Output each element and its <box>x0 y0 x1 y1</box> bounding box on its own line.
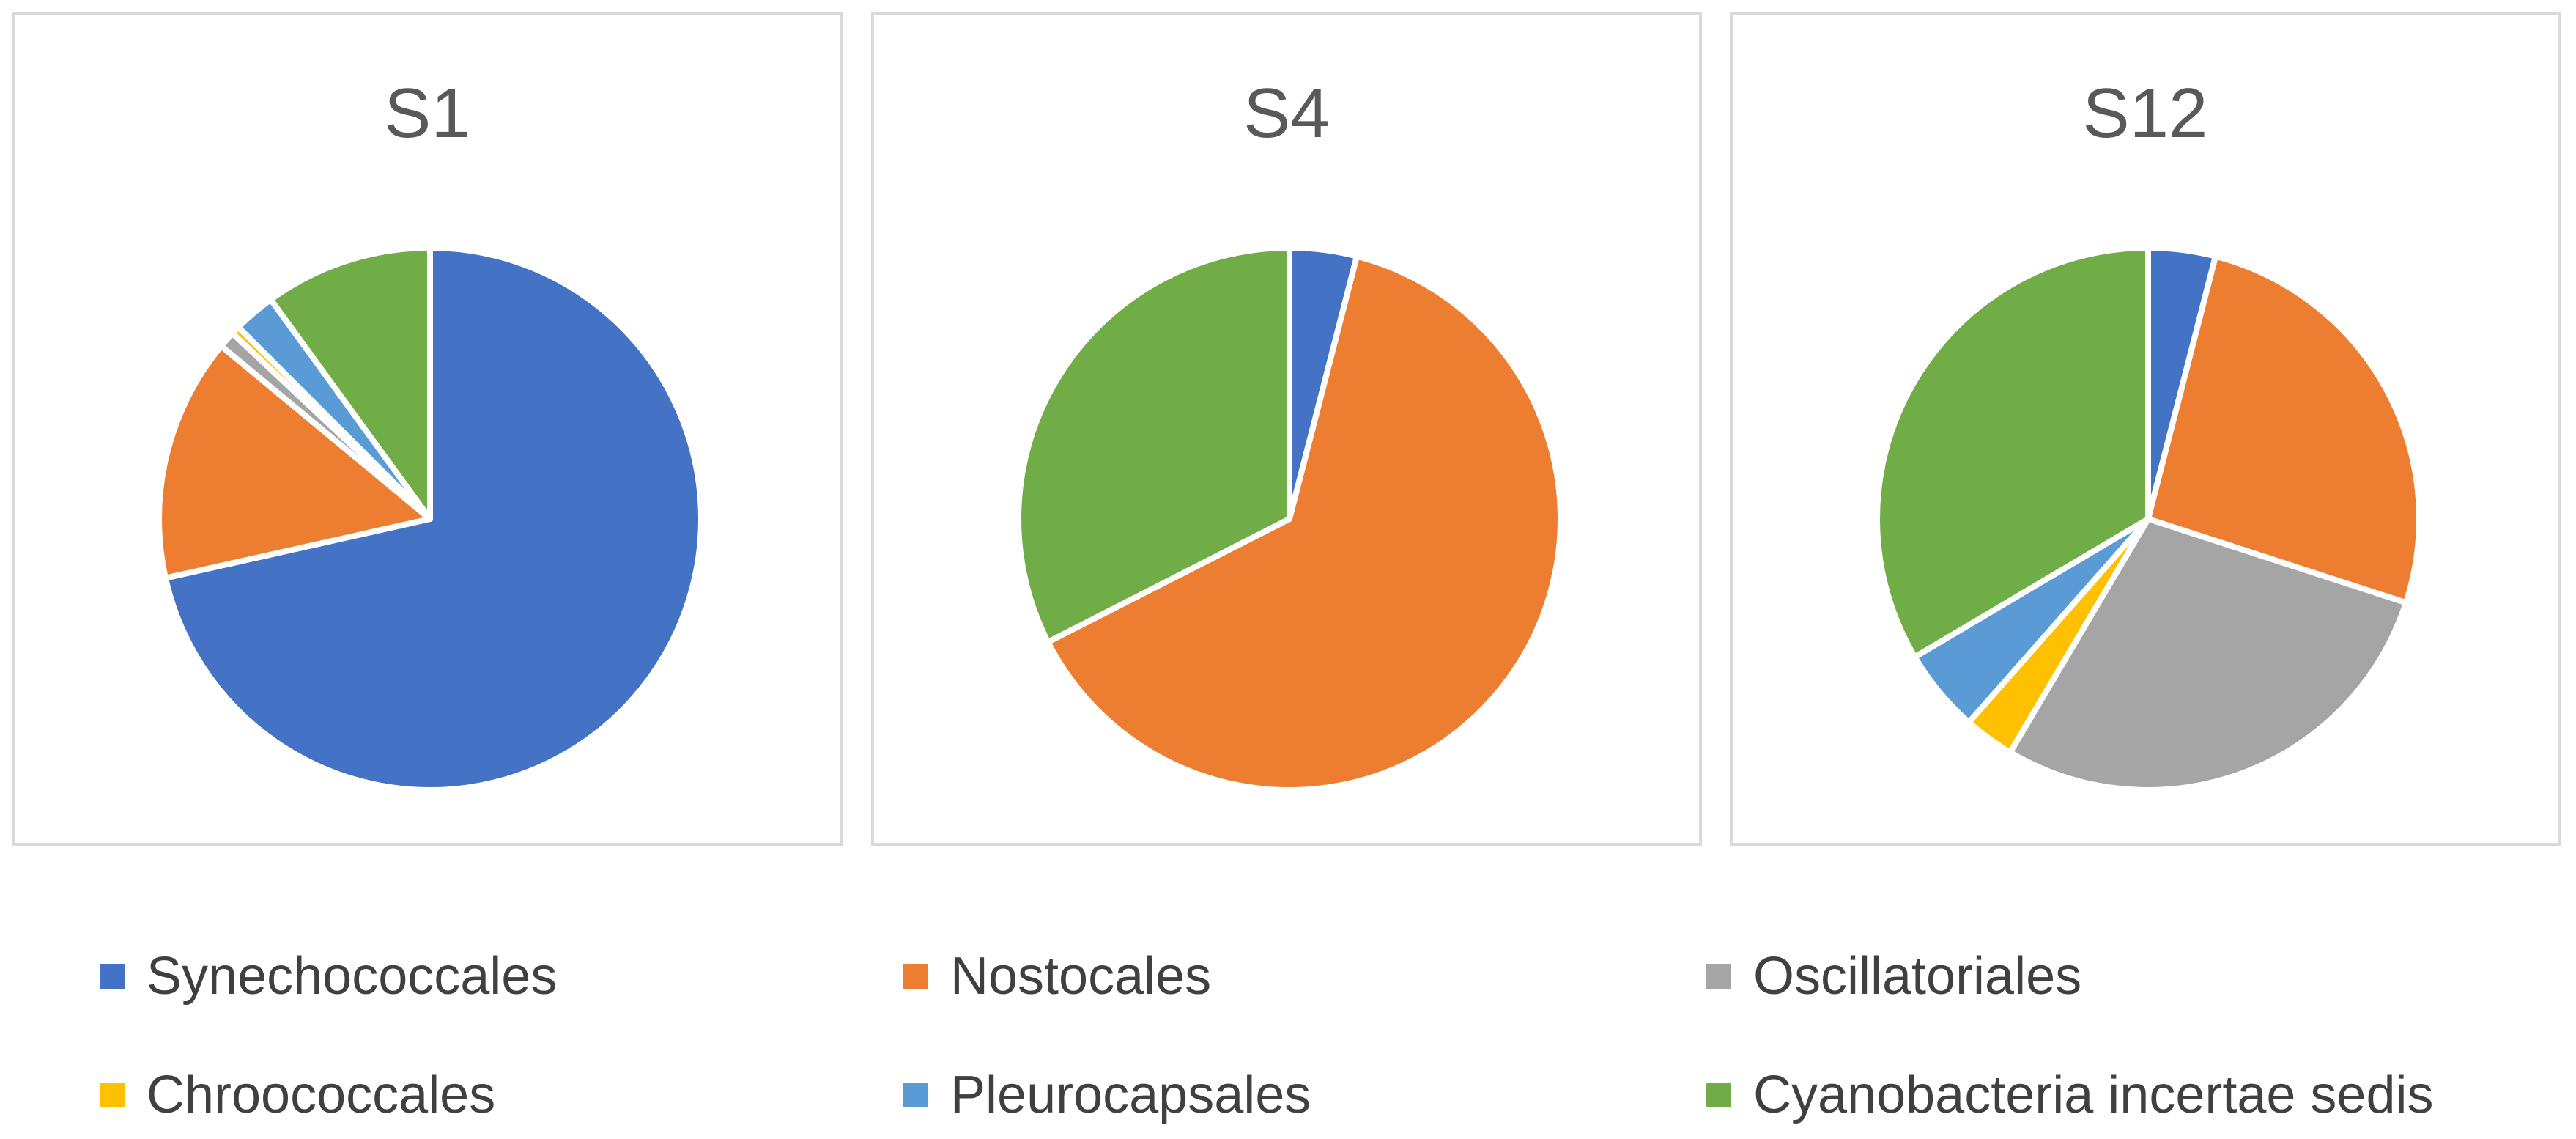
legend-label: Oscillatoriales <box>1753 947 2082 1006</box>
chart-title: S12 <box>2082 74 2208 152</box>
legend-label: Chroococcales <box>147 1066 496 1124</box>
pie-slice-nostocales <box>2145 253 2422 606</box>
legend-label: Cyanobacteria incertae sedis <box>1753 1066 2434 1124</box>
pie-plot <box>156 245 704 793</box>
legend-label: Pleurocapsales <box>950 1066 1311 1124</box>
legend-swatch <box>100 1083 125 1107</box>
legend-swatch <box>100 964 125 989</box>
legend-swatch <box>1706 964 1731 989</box>
legend-item-nostocales: Nostocales <box>903 947 1211 1006</box>
legend-swatch <box>1706 1083 1731 1107</box>
chart-title: S4 <box>1243 74 1330 152</box>
pie-slice-cyanobacteria-incertae-sedis <box>1874 245 2151 660</box>
pie-slice-cyanobacteria-incertae-sedis <box>267 245 433 522</box>
pie-slice-cyanobacteria-incertae-sedis <box>1015 245 1292 645</box>
legend-item-oscillatoriales: Oscillatoriales <box>1706 947 2081 1006</box>
pie-plot <box>1874 245 2422 793</box>
legend-swatch <box>903 964 928 989</box>
legend-item-pleurocapsales: Pleurocapsales <box>903 1066 1311 1124</box>
pie-slice-nostocales <box>1045 253 1563 793</box>
pie-plot <box>1015 245 1563 793</box>
legend-label: Nostocales <box>950 947 1212 1006</box>
legend-item-synechococcales: Synechococcales <box>100 947 557 1006</box>
pie-chart-s12: S12 <box>1730 12 2561 846</box>
pie-chart-s1: S1 <box>12 12 843 846</box>
legend-item-cyanobacteria-incertae-sedis: Cyanobacteria incertae sedis <box>1706 1066 2434 1124</box>
legend-swatch <box>903 1083 928 1107</box>
legend-item-chroococcales: Chroococcales <box>100 1066 495 1124</box>
chart-title: S1 <box>384 74 470 152</box>
legend-label: Synechococcales <box>147 947 558 1006</box>
pie-slice-nostocales <box>156 343 433 581</box>
pie-chart-s4: S4 <box>871 12 1702 846</box>
pie-slice-synechococcales <box>162 245 704 793</box>
